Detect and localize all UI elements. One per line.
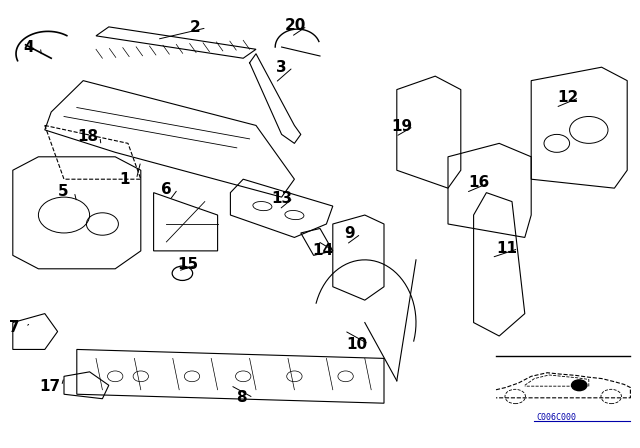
Text: 16: 16 (468, 175, 490, 190)
Text: 12: 12 (557, 90, 579, 105)
Text: 13: 13 (271, 190, 292, 206)
Text: 1: 1 (120, 172, 130, 187)
Text: 19: 19 (391, 119, 413, 134)
Text: 2: 2 (190, 20, 200, 35)
Text: 15: 15 (177, 257, 198, 272)
Text: 7: 7 (9, 319, 19, 335)
Text: 10: 10 (346, 336, 368, 352)
Text: 5: 5 (58, 184, 68, 199)
Text: C006C000: C006C000 (536, 413, 576, 422)
Text: 6: 6 (161, 181, 172, 197)
Text: 3: 3 (276, 60, 287, 75)
Text: 17: 17 (39, 379, 61, 394)
Text: 4: 4 (24, 39, 34, 55)
Text: 11: 11 (497, 241, 517, 256)
Circle shape (572, 380, 587, 391)
Text: 9: 9 (344, 226, 355, 241)
Text: 20: 20 (285, 18, 307, 34)
Text: 14: 14 (312, 243, 333, 258)
Text: 18: 18 (77, 129, 99, 144)
Text: 8: 8 (237, 390, 247, 405)
